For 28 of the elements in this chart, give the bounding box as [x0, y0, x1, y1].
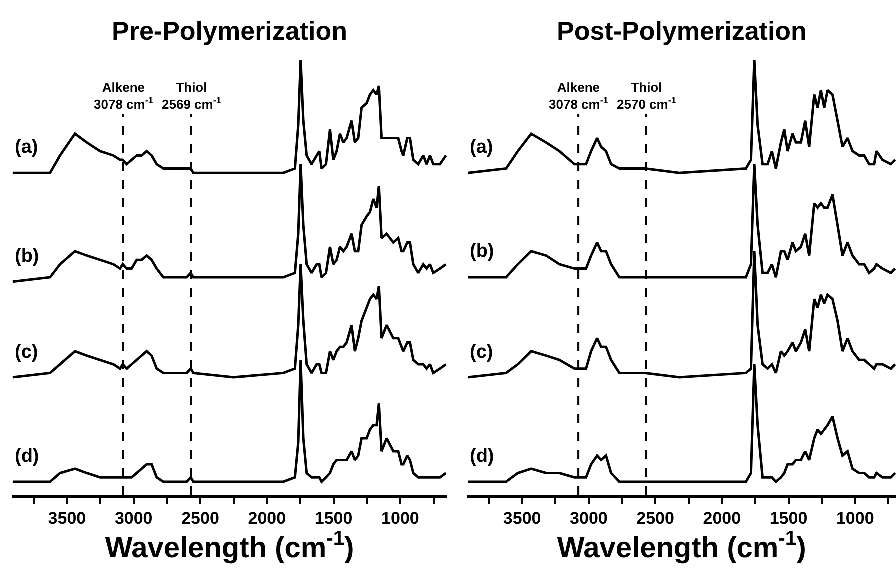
x-tick-label: 2000 — [703, 509, 742, 528]
x-tick-label: 2500 — [636, 509, 674, 528]
chart-title: Post-Polymerization — [557, 16, 807, 46]
x-tick-label: 1500 — [314, 509, 353, 528]
x-tick-label: 3000 — [114, 509, 153, 528]
series-label: (c) — [470, 342, 494, 363]
series-label: (b) — [470, 241, 494, 262]
chart-title: Pre-Polymerization — [112, 16, 348, 46]
x-tick-label: 3500 — [48, 509, 86, 528]
x-axis-title: Wavelength (cm$^{-1}$) — [557, 528, 806, 564]
series-label: (b) — [15, 246, 40, 267]
x-tick-label: 1000 — [836, 509, 874, 528]
x-tick-label: 1000 — [382, 509, 420, 528]
series-label: (d) — [470, 446, 494, 467]
x-tick-label: 2500 — [182, 509, 220, 528]
ref-line-label: Thiol 2569 cm$^{-1}$ — [162, 80, 222, 112]
series-label: (a) — [15, 137, 38, 158]
series-label: (d) — [15, 446, 40, 467]
x-tick-label: 3000 — [570, 509, 608, 528]
x-axis-title: Wavelength (cm$^{-1}$) — [105, 528, 354, 564]
ref-line-label: Thiol 2570 cm$^{-1}$ — [617, 80, 676, 112]
ref-line-label: Alkene 3078 cm$^{-1}$ — [549, 80, 608, 112]
x-tick-label: 1500 — [770, 509, 808, 528]
ref-line-label: Alkene 3078 cm$^{-1}$ — [94, 80, 154, 112]
series-label: (c) — [15, 342, 38, 363]
x-tick-label: 3500 — [503, 509, 542, 528]
series-label: (a) — [470, 137, 494, 158]
x-tick-label: 2000 — [248, 509, 286, 528]
